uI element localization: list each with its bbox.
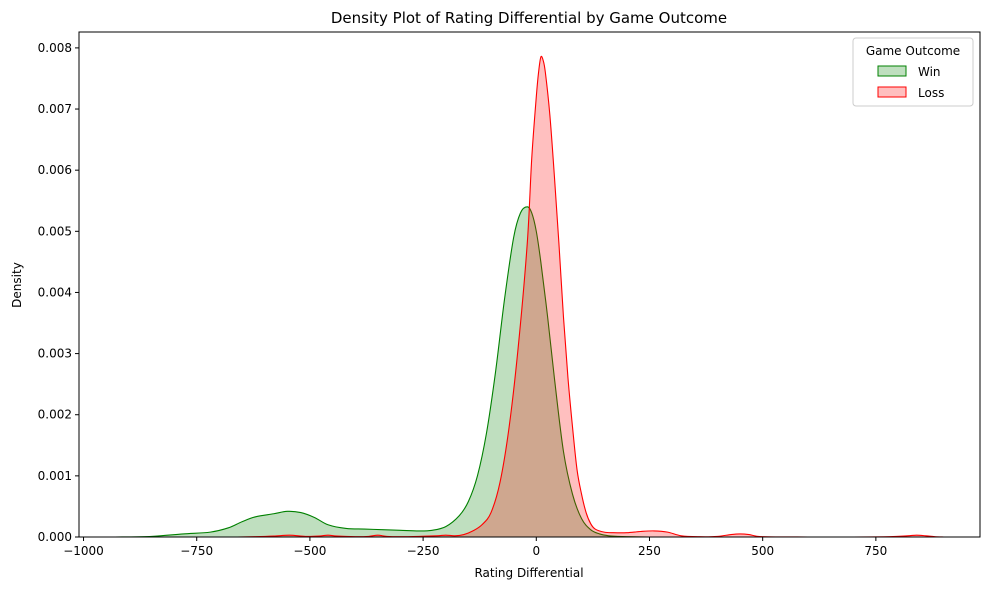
y-tick-label: 0.005 [38, 224, 72, 238]
y-tick-label: 0.003 [38, 347, 72, 361]
chart-title: Density Plot of Rating Differential by G… [331, 9, 727, 27]
x-tick-label: −1000 [63, 544, 104, 558]
x-tick-label: 750 [864, 544, 887, 558]
y-axis-label: Density [10, 262, 24, 308]
legend-label-loss: Loss [918, 86, 944, 100]
legend-box [852, 37, 974, 107]
density-line-win [115, 206, 944, 538]
density-fill-loss [237, 56, 944, 537]
y-tick-label: 0.007 [38, 102, 72, 116]
x-tick-label: −500 [293, 544, 326, 558]
y-tick-label: 0.000 [38, 530, 72, 544]
legend-swatch-loss [877, 86, 907, 98]
y-tick-label: 0.004 [38, 285, 72, 299]
y-tick-label: 0.008 [38, 41, 72, 55]
x-tick-label: 250 [638, 544, 661, 558]
legend-label-win: Win [918, 65, 941, 79]
legend-swatch-win [877, 65, 907, 77]
y-tick-label: 0.002 [38, 408, 72, 422]
x-tick-label: −250 [407, 544, 440, 558]
density-line-loss [237, 55, 944, 538]
x-tick-label: 500 [751, 544, 774, 558]
y-tick-label: 0.006 [38, 163, 72, 177]
x-tick-label: 0 [532, 544, 540, 558]
density-fill-win [115, 206, 944, 537]
x-axis: −1000 −750 −500 −250 0 250 500 750 [63, 537, 887, 558]
x-axis-label: Rating Differential [474, 566, 583, 580]
x-tick-label: −750 [180, 544, 213, 558]
plot-area [115, 55, 944, 538]
y-tick-label: 0.001 [38, 469, 72, 483]
legend: Game Outcome Win Loss [852, 37, 974, 107]
axes-frame [78, 31, 981, 538]
legend-title: Game Outcome [866, 44, 960, 58]
y-axis: 0.000 0.001 0.002 0.003 0.004 0.005 0.006 0.007… [38, 41, 79, 544]
